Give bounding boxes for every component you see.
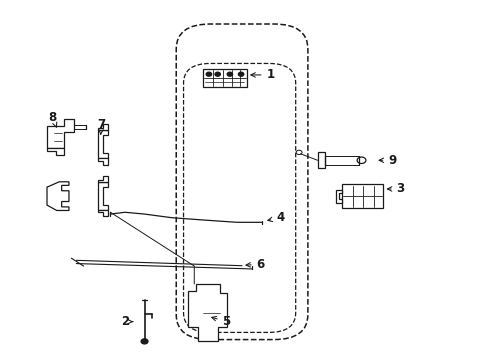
Polygon shape <box>335 190 341 203</box>
Text: 3: 3 <box>386 183 404 195</box>
Polygon shape <box>47 148 64 155</box>
Polygon shape <box>188 284 227 341</box>
Text: 7: 7 <box>97 118 105 134</box>
Text: 1: 1 <box>250 68 274 81</box>
Text: 6: 6 <box>245 258 264 271</box>
Polygon shape <box>47 119 74 148</box>
Polygon shape <box>98 158 108 165</box>
Bar <box>341 184 383 208</box>
Bar <box>203 69 246 87</box>
Polygon shape <box>98 125 108 130</box>
Circle shape <box>215 72 220 76</box>
Polygon shape <box>98 211 108 216</box>
Circle shape <box>206 72 211 76</box>
Circle shape <box>238 72 244 76</box>
Circle shape <box>141 339 148 344</box>
Polygon shape <box>317 152 325 168</box>
Text: 2: 2 <box>122 315 132 328</box>
Bar <box>203 302 220 323</box>
Polygon shape <box>98 182 108 211</box>
Text: 4: 4 <box>267 211 284 224</box>
Text: 9: 9 <box>378 154 396 167</box>
Polygon shape <box>47 182 69 211</box>
Text: 8: 8 <box>48 111 57 127</box>
Circle shape <box>227 72 232 76</box>
Text: 5: 5 <box>211 315 230 328</box>
Polygon shape <box>98 176 108 182</box>
Polygon shape <box>98 130 108 158</box>
